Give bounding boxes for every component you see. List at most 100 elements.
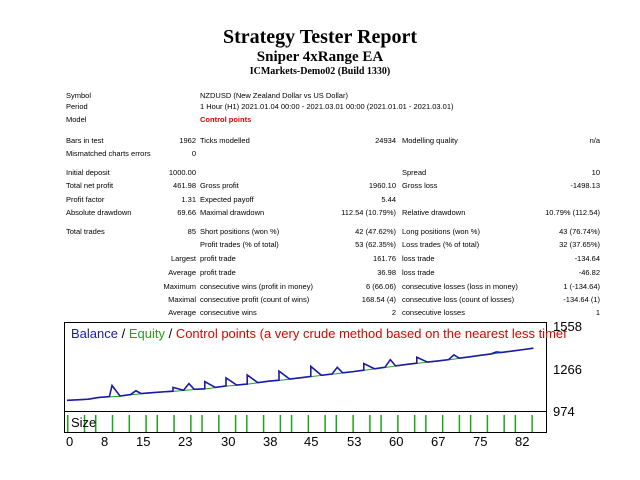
x-tick-label: 82 (515, 434, 530, 449)
legend-separator: / (117, 326, 129, 341)
size-bar (279, 415, 282, 432)
x-tick-label: 45 (304, 434, 319, 449)
mcls-label: consecutive loss (count of losses) (402, 295, 515, 304)
acw-label: consecutive wins (200, 308, 257, 317)
netprofit-label: Total net profit (66, 181, 114, 190)
equity-line (66, 347, 534, 401)
size-bar (458, 415, 461, 432)
x-tick-label: 75 (473, 434, 488, 449)
size-bar (94, 415, 97, 432)
size-bar (531, 415, 533, 432)
mcw-value: 6 (66.06) (365, 282, 396, 291)
ptrades-value: 53 (62.35%) (355, 240, 396, 249)
maximum-label: Maximum (163, 282, 196, 291)
aprofit-label: profit trade (200, 268, 236, 277)
size-bar (335, 415, 338, 432)
mismatch-value: 0 (191, 149, 196, 158)
average-label: Average (168, 268, 196, 277)
deposit-label: Initial deposit (66, 168, 110, 177)
size-bar (201, 415, 203, 432)
pf-label: Profit factor (66, 195, 105, 204)
ltrades-value: 32 (37.65%) (559, 240, 600, 249)
size-bar (156, 415, 159, 432)
deposit-value: 1000.00 (168, 168, 196, 177)
period-label: Period (66, 102, 88, 111)
reldd-value: 10.79% (112.54) (545, 208, 600, 217)
mcl-label: consecutive losses (loss in money) (402, 282, 518, 291)
quality-value: n/a (589, 136, 600, 145)
ptrades-label: Profit trades (% of total) (200, 240, 279, 249)
size-bar (486, 415, 489, 432)
y-tick-label: 974 (553, 404, 575, 419)
y-tick-label: 1558 (553, 319, 582, 334)
bars-label: Bars in test (66, 136, 104, 145)
size-bar (234, 415, 237, 432)
x-tick-label: 67 (431, 434, 446, 449)
legend-separator: / (164, 326, 176, 341)
model-value: Control points (200, 115, 252, 124)
aloss-label: loss trade (402, 268, 435, 277)
payoff-label: Expected payoff (200, 195, 254, 204)
mcl-value: 1 (-134.64) (563, 282, 600, 291)
server-build: ICMarkets-Demo02 (Build 1330) (249, 66, 391, 77)
bars-value: 1962 (179, 136, 196, 145)
maxdd-label: Maximal drawdown (200, 208, 265, 217)
x-tick-label: 53 (347, 434, 362, 449)
size-bar (503, 415, 505, 432)
lprofit-label: profit trade (200, 254, 236, 263)
size-bar (145, 415, 147, 432)
balance-line (66, 347, 534, 402)
trades-label: Total trades (66, 227, 105, 236)
size-chart-plot (67, 415, 533, 432)
report-title: Strategy Tester Report (222, 26, 418, 48)
long-label: Long positions (won %) (402, 227, 480, 236)
average2-label: Average (168, 308, 196, 317)
size-bar (262, 415, 265, 432)
period-value: 1 Hour (H1) 2021.01.04 00:00 - 2021.03.0… (200, 102, 454, 111)
netprofit-value: 461.98 (173, 181, 196, 190)
short-value: 42 (47.62%) (355, 227, 396, 236)
spread-value: 10 (591, 168, 600, 177)
size-bar (111, 415, 114, 432)
maxdd-value: 112.54 (10.79%) (341, 208, 396, 217)
x-tick-label: 30 (221, 434, 236, 449)
size-bar (469, 415, 472, 432)
balance-chart-plot (66, 347, 534, 402)
mismatch-label: Mismatched charts errors (66, 149, 151, 158)
ticks-value: 24934 (375, 136, 396, 145)
size-bar (67, 415, 69, 432)
pf-value: 1.31 (181, 195, 196, 204)
x-tick-label: 0 (66, 434, 74, 449)
grossloss-value: -1498.13 (570, 181, 600, 190)
spread-label: Spread (402, 168, 427, 177)
long-value: 43 (76.74%) (559, 227, 600, 236)
x-tick-label: 38 (263, 434, 278, 449)
absdd-label: Absolute drawdown (66, 208, 132, 217)
size-bar (397, 415, 399, 432)
size-bar (290, 415, 293, 432)
legend-equity: Equity (128, 326, 165, 341)
ticks-label: Ticks modelled (200, 136, 250, 145)
chart-legend: Balance / Equity / Control points (a ver… (71, 326, 567, 341)
size-bar (352, 415, 354, 432)
quality-label: Modelling quality (402, 136, 458, 145)
size-bar (514, 415, 517, 432)
x-tick-label: 8 (101, 434, 109, 449)
size-bar (246, 415, 248, 432)
legend-control-points: Control points (a very crude method base… (175, 326, 567, 341)
legend-balance: Balance (71, 326, 118, 341)
mcls-value: -134.64 (1) (563, 295, 600, 304)
size-label: Size (71, 415, 97, 430)
symbol-value: NZDUSD (New Zealand Dollar vs US Dollar) (200, 91, 348, 100)
maximal-label: Maximal (168, 295, 196, 304)
size-bar (83, 415, 86, 432)
aloss-value: -46.82 (578, 268, 600, 277)
x-tick-label: 23 (178, 434, 193, 449)
trades-value: 85 (187, 227, 196, 236)
aprofit-value: 36.98 (377, 268, 396, 277)
size-bar (441, 415, 444, 432)
grossprofit-value: 1960.10 (368, 181, 396, 190)
y-tick-label: 1266 (553, 362, 582, 377)
x-tick-label: 15 (136, 434, 151, 449)
size-bar (380, 415, 382, 432)
